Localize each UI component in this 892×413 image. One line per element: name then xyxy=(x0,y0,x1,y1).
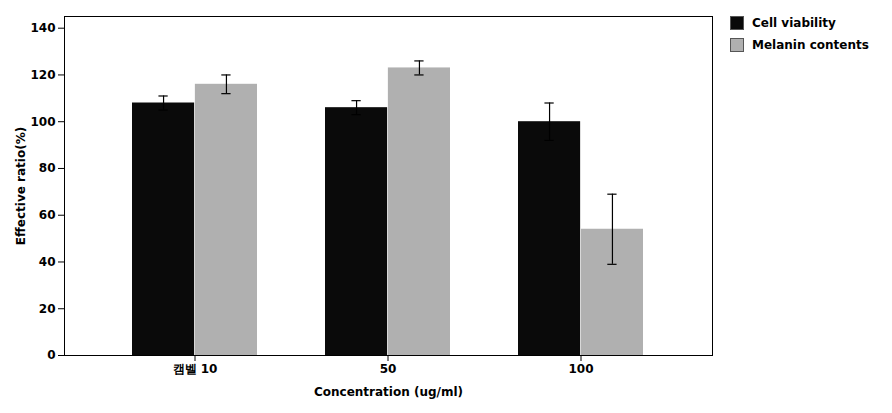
svg-text:60: 60 xyxy=(39,208,56,222)
svg-text:120: 120 xyxy=(30,68,55,82)
svg-text:40: 40 xyxy=(39,255,56,269)
svg-text:100: 100 xyxy=(30,115,55,129)
svg-text:50: 50 xyxy=(380,362,397,376)
svg-text:캠벨 10: 캠벨 10 xyxy=(173,362,218,376)
svg-text:100: 100 xyxy=(568,362,593,376)
html-text:Melanin contents: Melanin contents xyxy=(752,38,869,52)
svg-text:Concentration (ug/ml): Concentration (ug/ml) xyxy=(314,385,463,399)
svg-text:20: 20 xyxy=(39,302,56,316)
svg-text:80: 80 xyxy=(39,161,56,175)
svg-text:140: 140 xyxy=(30,21,55,35)
svg-text:Effective ratio(%): Effective ratio(%) xyxy=(14,127,28,245)
svg-text:0: 0 xyxy=(47,348,55,362)
html-text:Cell viability: Cell viability xyxy=(752,16,836,30)
